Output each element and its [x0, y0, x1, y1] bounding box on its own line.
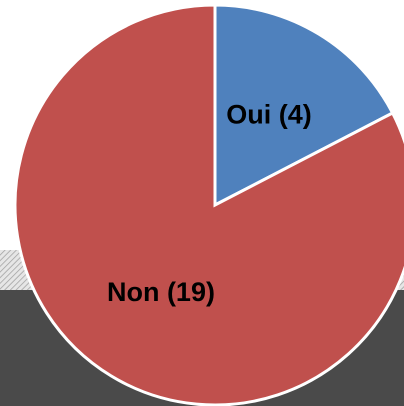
data-label: Oui (4) [226, 99, 312, 129]
pie-slice [213, 3, 395, 208]
pie: Oui (4) Non (19) [13, 3, 404, 406]
pie-slice [13, 3, 404, 406]
data-label: Non (19) [107, 277, 215, 307]
